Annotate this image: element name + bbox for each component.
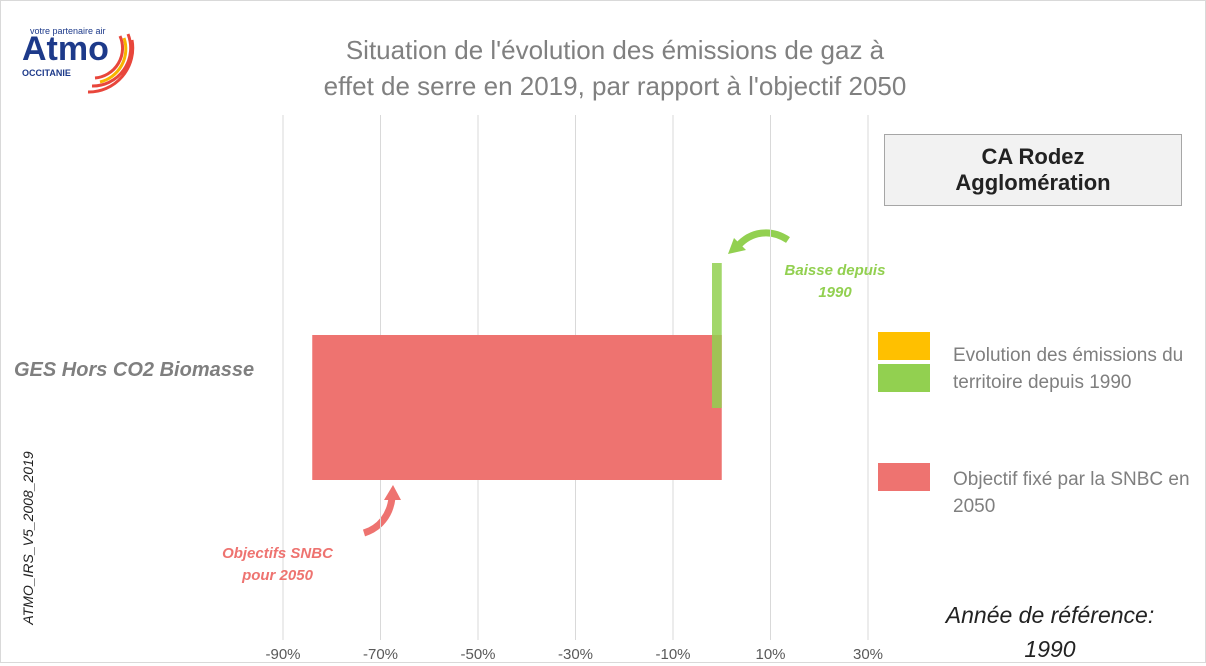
x-tick-label: -10% [655,646,690,663]
chart-title: Situation de l'évolution des émissions d… [323,35,907,101]
category-label: GES Hors CO2 Biomasse [14,359,255,381]
arrow [735,229,790,249]
side-label: ATMO_IRS_V5_2008_2019 [20,451,36,625]
bar [712,263,722,408]
legend-swatch [878,364,930,392]
reference-note: Année de référence: 1990 [945,602,1155,662]
legend-swatch [878,332,930,360]
x-tick-label: 30% [853,646,883,663]
x-tick-label: -90% [265,646,300,663]
arrow-head [384,485,401,500]
x-tick-label: -50% [460,646,495,663]
legend-swatch [878,463,930,491]
arrow [362,497,396,537]
logo-name: Atmo [22,30,109,68]
legend-label: Objectif fixé par la SNBC en 2050 [953,469,1190,517]
territory-box: CA Rodez Agglomération [884,134,1182,206]
logo-region: OCCITANIE [22,68,71,78]
arrow-head [728,238,746,254]
legend-label: Evolution des émissions du territoire de… [953,345,1184,393]
bar [312,335,722,480]
x-tick-label: -30% [558,646,593,663]
annotation: Baisse depuis 1990 [784,262,886,301]
x-tick-label: -70% [363,646,398,663]
logo-arc [99,37,128,84]
x-tick-label: 10% [755,646,785,663]
logo-tagline: votre partenaire air [30,26,106,36]
annotation: Objectifs SNBC pour 2050 [222,545,333,584]
logo-arcs [87,33,135,94]
